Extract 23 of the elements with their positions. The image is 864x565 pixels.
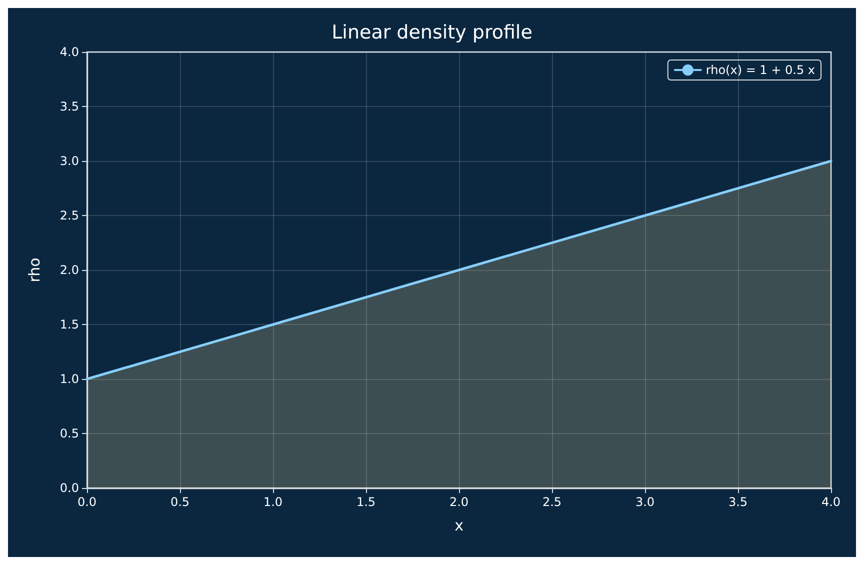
y-tick-label: 2.0	[60, 263, 79, 277]
x-tick-label: 1.0	[263, 495, 283, 509]
x-axis-title: x	[454, 516, 464, 534]
y-tick-label: 0.0	[60, 481, 79, 495]
x-tick-label: 4.0	[821, 495, 841, 509]
y-tick-label: 2.5	[60, 208, 79, 222]
x-tick-label: 1.5	[356, 495, 376, 509]
chart-title: Linear density profile	[332, 22, 532, 44]
legend-label: rho(x) = 1 + 0.5 x	[706, 63, 816, 77]
x-tick-label: 2.5	[542, 495, 562, 509]
x-tick-label: 0.5	[170, 495, 190, 509]
y-tick-label: 3.0	[60, 154, 79, 168]
line-series	[86, 160, 832, 380]
y-axis-title: rho	[26, 258, 44, 282]
y-tick-label: 1.5	[60, 318, 79, 332]
y-tick-label: 1.0	[60, 372, 79, 386]
y-tick-label: 3.5	[60, 100, 79, 114]
x-tick-label: 2.0	[449, 495, 469, 509]
y-tick-label: 4.0	[60, 45, 79, 59]
x-tick-label: 3.5	[728, 495, 748, 509]
x-tick-label: 0.0	[77, 495, 97, 509]
y-tick-label: 0.5	[60, 426, 79, 440]
x-tick-label: 3.0	[635, 495, 655, 509]
